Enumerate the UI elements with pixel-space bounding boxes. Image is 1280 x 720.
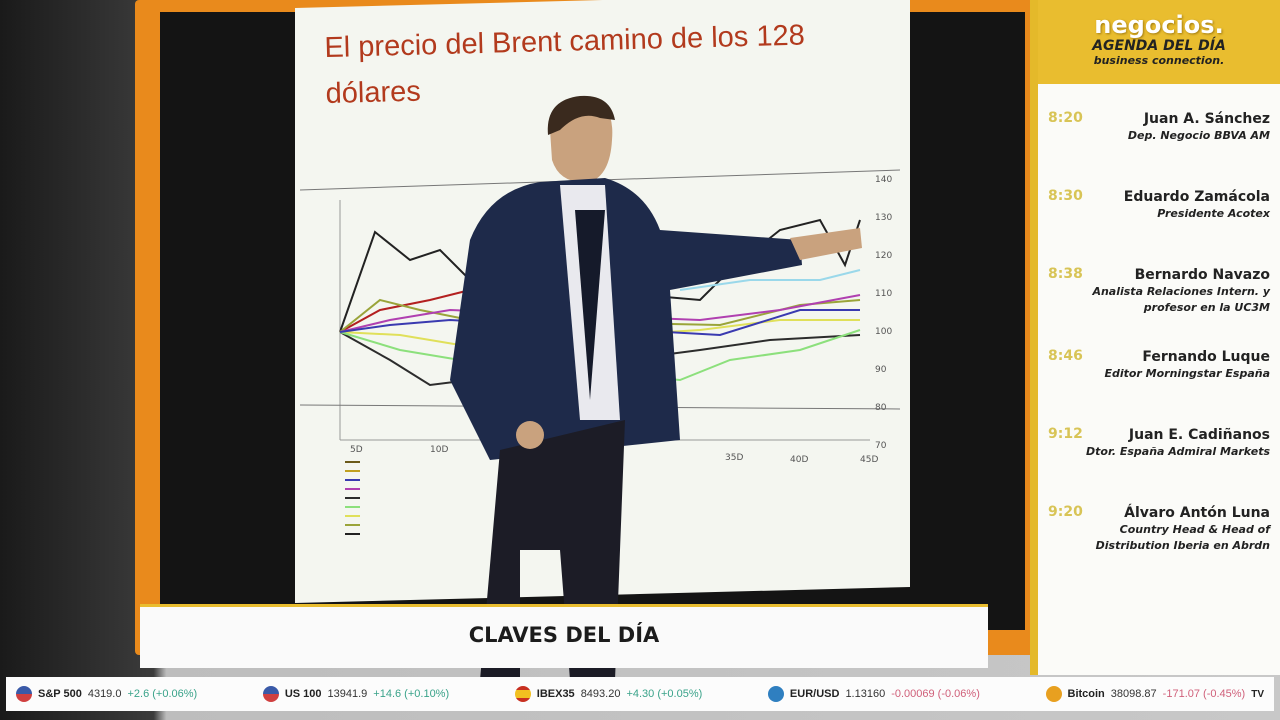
agenda-item: 9:12 Juan E. Cadiñanos Dtor. España Admira…	[1048, 426, 1270, 458]
ticker-item: Bitcoin 38098.87 -171.07 (-0.45%) TV	[1042, 686, 1269, 702]
ticker-item: US 100 13941.9 +14.6 (+0.10%)	[259, 686, 453, 702]
agenda-item: 8:20 Juan A. Sánchez Dep. Negocio BBVA AM	[1048, 110, 1270, 142]
y-tick: 90	[875, 365, 887, 375]
bitcoin-icon	[1045, 686, 1062, 702]
negocios-logo: negocios.	[1094, 11, 1224, 39]
x-tick: 40D	[790, 455, 808, 465]
us-flag-icon	[16, 686, 32, 702]
x-tick: 45D	[860, 455, 878, 465]
x-tick: 10D	[430, 445, 448, 455]
agenda-subtitle: business connection.	[1093, 54, 1225, 67]
y-tick: 140	[875, 175, 892, 185]
y-tick: 120	[875, 251, 892, 261]
y-tick: 70	[875, 441, 887, 451]
agenda-item: 8:46 Fernando Luque Editor Morningstar Esp…	[1048, 348, 1270, 380]
spain-flag-icon	[514, 686, 531, 702]
series-line	[339, 289, 471, 333]
agenda-panel: negocios. AGENDA DEL DÍA business connec…	[1030, 0, 1280, 675]
ticker-item: IBEX35 8493.20 +4.30 (+0.05%)	[511, 686, 707, 702]
y-tick: 110	[875, 289, 892, 299]
x-tick: 35D	[725, 453, 743, 463]
y-tick: 80	[875, 403, 887, 413]
lower-third-title: CLAVES DEL DÍA	[468, 623, 660, 647]
agenda-header: negocios. AGENDA DEL DÍA business connec…	[1038, 0, 1280, 84]
globe-icon	[767, 686, 784, 702]
ticker-item: EUR/USD 1.13160 -0.00069 (-0.06%)	[764, 686, 984, 702]
us-flag-icon	[262, 686, 279, 702]
series-line	[339, 329, 861, 382]
agenda-item: 8:38 Bernardo Navazo Analista Relaciones I…	[1048, 266, 1270, 314]
lower-third: CLAVES DEL DÍA	[140, 604, 988, 668]
y-tick: 100	[875, 327, 892, 337]
market-ticker: S&P 500 4319.0 +2.6 (+0.06%) US 100 13941.9…	[6, 677, 1274, 711]
series-line	[679, 269, 861, 291]
agenda-item: 9:20 Álvaro Antón Luna Country Head & Head…	[1048, 504, 1270, 552]
x-tick: 5D	[350, 445, 363, 455]
agenda-item: 8:30 Eduardo Zamácola Presidente Acotex	[1048, 188, 1270, 220]
y-tick: 130	[875, 213, 892, 223]
tradingview-logo: TV	[1251, 688, 1264, 700]
ticker-item: S&P 500 4319.0 +2.6 (+0.06%)	[12, 686, 201, 702]
agenda-title: AGENDA DEL DÍA	[1092, 38, 1226, 54]
